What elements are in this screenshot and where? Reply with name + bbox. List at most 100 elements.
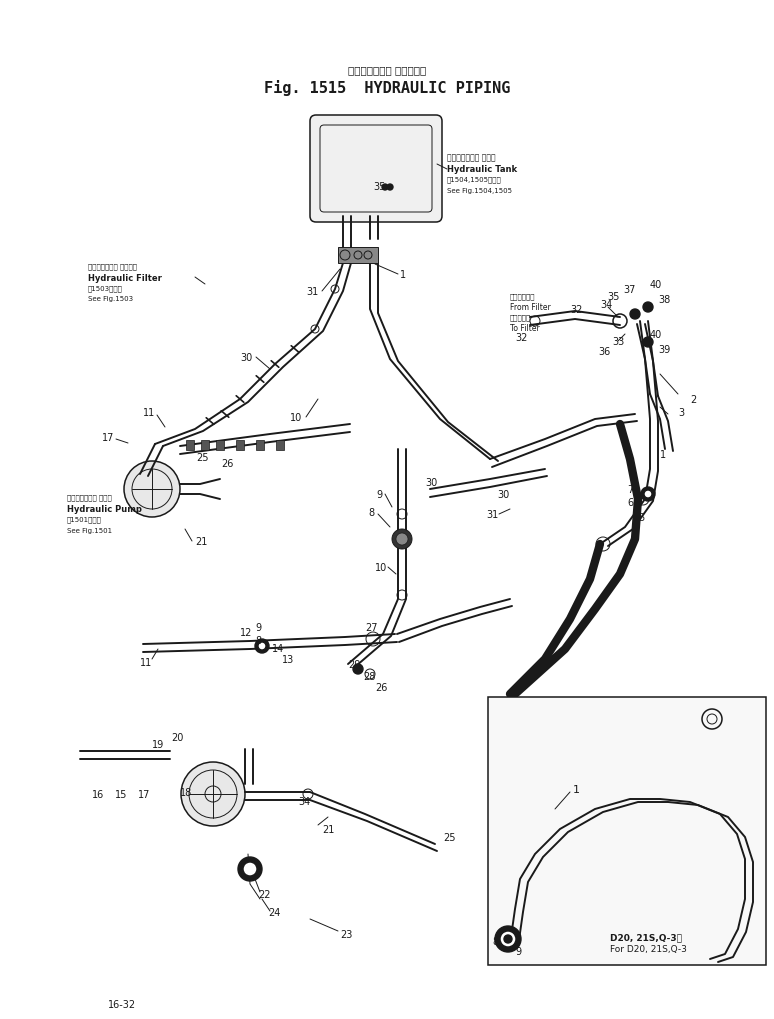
Circle shape bbox=[396, 534, 408, 545]
Circle shape bbox=[644, 490, 652, 498]
Bar bbox=[276, 440, 284, 450]
Text: 26: 26 bbox=[221, 459, 234, 469]
Text: 26: 26 bbox=[375, 683, 387, 692]
Circle shape bbox=[500, 931, 516, 947]
Text: 18: 18 bbox=[180, 788, 192, 797]
Text: 21: 21 bbox=[195, 536, 207, 546]
Circle shape bbox=[630, 310, 640, 320]
Text: ハイドロリック パイピング: ハイドロリック パイピング bbox=[348, 65, 426, 75]
Text: 11: 11 bbox=[140, 657, 152, 667]
Text: 39: 39 bbox=[658, 344, 670, 355]
Text: See Fig.1503: See Fig.1503 bbox=[88, 296, 133, 302]
Text: See Fig.1501: See Fig.1501 bbox=[67, 528, 112, 534]
Circle shape bbox=[643, 337, 653, 347]
Text: ハイドロリック タンク: ハイドロリック タンク bbox=[447, 153, 495, 162]
Text: 29: 29 bbox=[348, 659, 361, 669]
Circle shape bbox=[641, 487, 655, 501]
Text: 19: 19 bbox=[152, 739, 164, 749]
Text: 13: 13 bbox=[282, 654, 294, 664]
Text: 37: 37 bbox=[623, 284, 635, 294]
FancyBboxPatch shape bbox=[310, 116, 442, 223]
Circle shape bbox=[387, 184, 393, 191]
Text: 10: 10 bbox=[290, 413, 303, 423]
Text: 6: 6 bbox=[627, 497, 633, 507]
Text: 24: 24 bbox=[268, 907, 280, 917]
Text: 第1501図参照: 第1501図参照 bbox=[67, 517, 102, 523]
Text: 10: 10 bbox=[375, 562, 387, 573]
Text: 34: 34 bbox=[298, 796, 310, 806]
Circle shape bbox=[238, 857, 262, 881]
Circle shape bbox=[382, 184, 388, 191]
Bar bbox=[201, 440, 209, 450]
Text: 35: 35 bbox=[373, 181, 385, 192]
Text: 2: 2 bbox=[690, 394, 697, 405]
Bar bbox=[186, 440, 194, 450]
Text: 21: 21 bbox=[322, 824, 334, 835]
Text: 3: 3 bbox=[678, 408, 684, 418]
Text: 40: 40 bbox=[650, 280, 663, 289]
Text: Hydraulic Tank: Hydraulic Tank bbox=[447, 164, 517, 173]
Text: 25: 25 bbox=[443, 833, 456, 842]
Text: 33: 33 bbox=[612, 336, 625, 346]
Text: From Filter: From Filter bbox=[510, 303, 551, 311]
Text: フィルタから: フィルタから bbox=[510, 293, 536, 300]
Circle shape bbox=[392, 530, 412, 549]
Text: 16: 16 bbox=[92, 790, 104, 799]
Text: 1: 1 bbox=[660, 449, 666, 460]
Text: Hydraulic Pump: Hydraulic Pump bbox=[67, 504, 142, 513]
Circle shape bbox=[504, 935, 512, 943]
Text: 25: 25 bbox=[196, 452, 208, 463]
Text: 1: 1 bbox=[400, 270, 406, 280]
Text: 11: 11 bbox=[143, 408, 156, 418]
Text: 22: 22 bbox=[258, 890, 270, 899]
Text: 40: 40 bbox=[650, 330, 663, 339]
Text: 38: 38 bbox=[658, 294, 670, 305]
Text: D20, 21S,Q-3用: D20, 21S,Q-3用 bbox=[610, 932, 682, 942]
Text: To Filter: To Filter bbox=[510, 323, 539, 332]
Text: 12: 12 bbox=[240, 628, 252, 637]
Text: 28: 28 bbox=[363, 672, 375, 682]
Circle shape bbox=[124, 462, 180, 518]
Text: 35: 35 bbox=[607, 291, 619, 302]
Circle shape bbox=[258, 642, 266, 650]
Text: 30: 30 bbox=[425, 478, 437, 487]
Text: 8: 8 bbox=[492, 936, 498, 946]
Text: For D20, 21S,Q-3: For D20, 21S,Q-3 bbox=[610, 945, 687, 954]
Text: 8: 8 bbox=[368, 507, 374, 518]
Circle shape bbox=[353, 664, 363, 675]
Text: 5: 5 bbox=[638, 513, 644, 523]
Text: 27: 27 bbox=[365, 623, 378, 633]
Text: 第1504,1505図参照: 第1504,1505図参照 bbox=[447, 176, 502, 183]
Bar bbox=[488, 697, 766, 965]
Bar bbox=[236, 440, 244, 450]
Text: 第1503図参照: 第1503図参照 bbox=[88, 285, 123, 292]
Text: 17: 17 bbox=[138, 790, 150, 799]
Text: 7: 7 bbox=[627, 484, 633, 494]
Text: Fig. 1515  HYDRAULIC PIPING: Fig. 1515 HYDRAULIC PIPING bbox=[264, 79, 510, 96]
Text: 9: 9 bbox=[255, 623, 261, 633]
Text: 9: 9 bbox=[376, 489, 382, 499]
Text: 8: 8 bbox=[255, 636, 261, 645]
Text: 14: 14 bbox=[272, 643, 284, 653]
Text: 9: 9 bbox=[515, 946, 521, 956]
Text: 32: 32 bbox=[570, 305, 582, 315]
Circle shape bbox=[495, 926, 521, 952]
Circle shape bbox=[643, 303, 653, 313]
Text: 30: 30 bbox=[240, 353, 252, 363]
Bar bbox=[256, 440, 264, 450]
Text: 23: 23 bbox=[340, 929, 352, 940]
Bar bbox=[216, 440, 224, 450]
Text: ハイドロリック フィルタ: ハイドロリック フィルタ bbox=[88, 264, 137, 270]
Text: 17: 17 bbox=[102, 433, 115, 442]
Text: 31: 31 bbox=[306, 286, 318, 297]
Text: 16-32: 16-32 bbox=[108, 999, 136, 1009]
Text: 31: 31 bbox=[486, 510, 498, 520]
Text: Hydraulic Filter: Hydraulic Filter bbox=[88, 273, 162, 282]
Text: 30: 30 bbox=[497, 489, 509, 499]
Text: ハイドロリック ポンプ: ハイドロリック ポンプ bbox=[67, 494, 111, 500]
Bar bbox=[338, 248, 378, 264]
Text: 20: 20 bbox=[171, 733, 183, 742]
Text: 34: 34 bbox=[600, 300, 612, 310]
Circle shape bbox=[181, 762, 245, 826]
Circle shape bbox=[243, 862, 257, 876]
